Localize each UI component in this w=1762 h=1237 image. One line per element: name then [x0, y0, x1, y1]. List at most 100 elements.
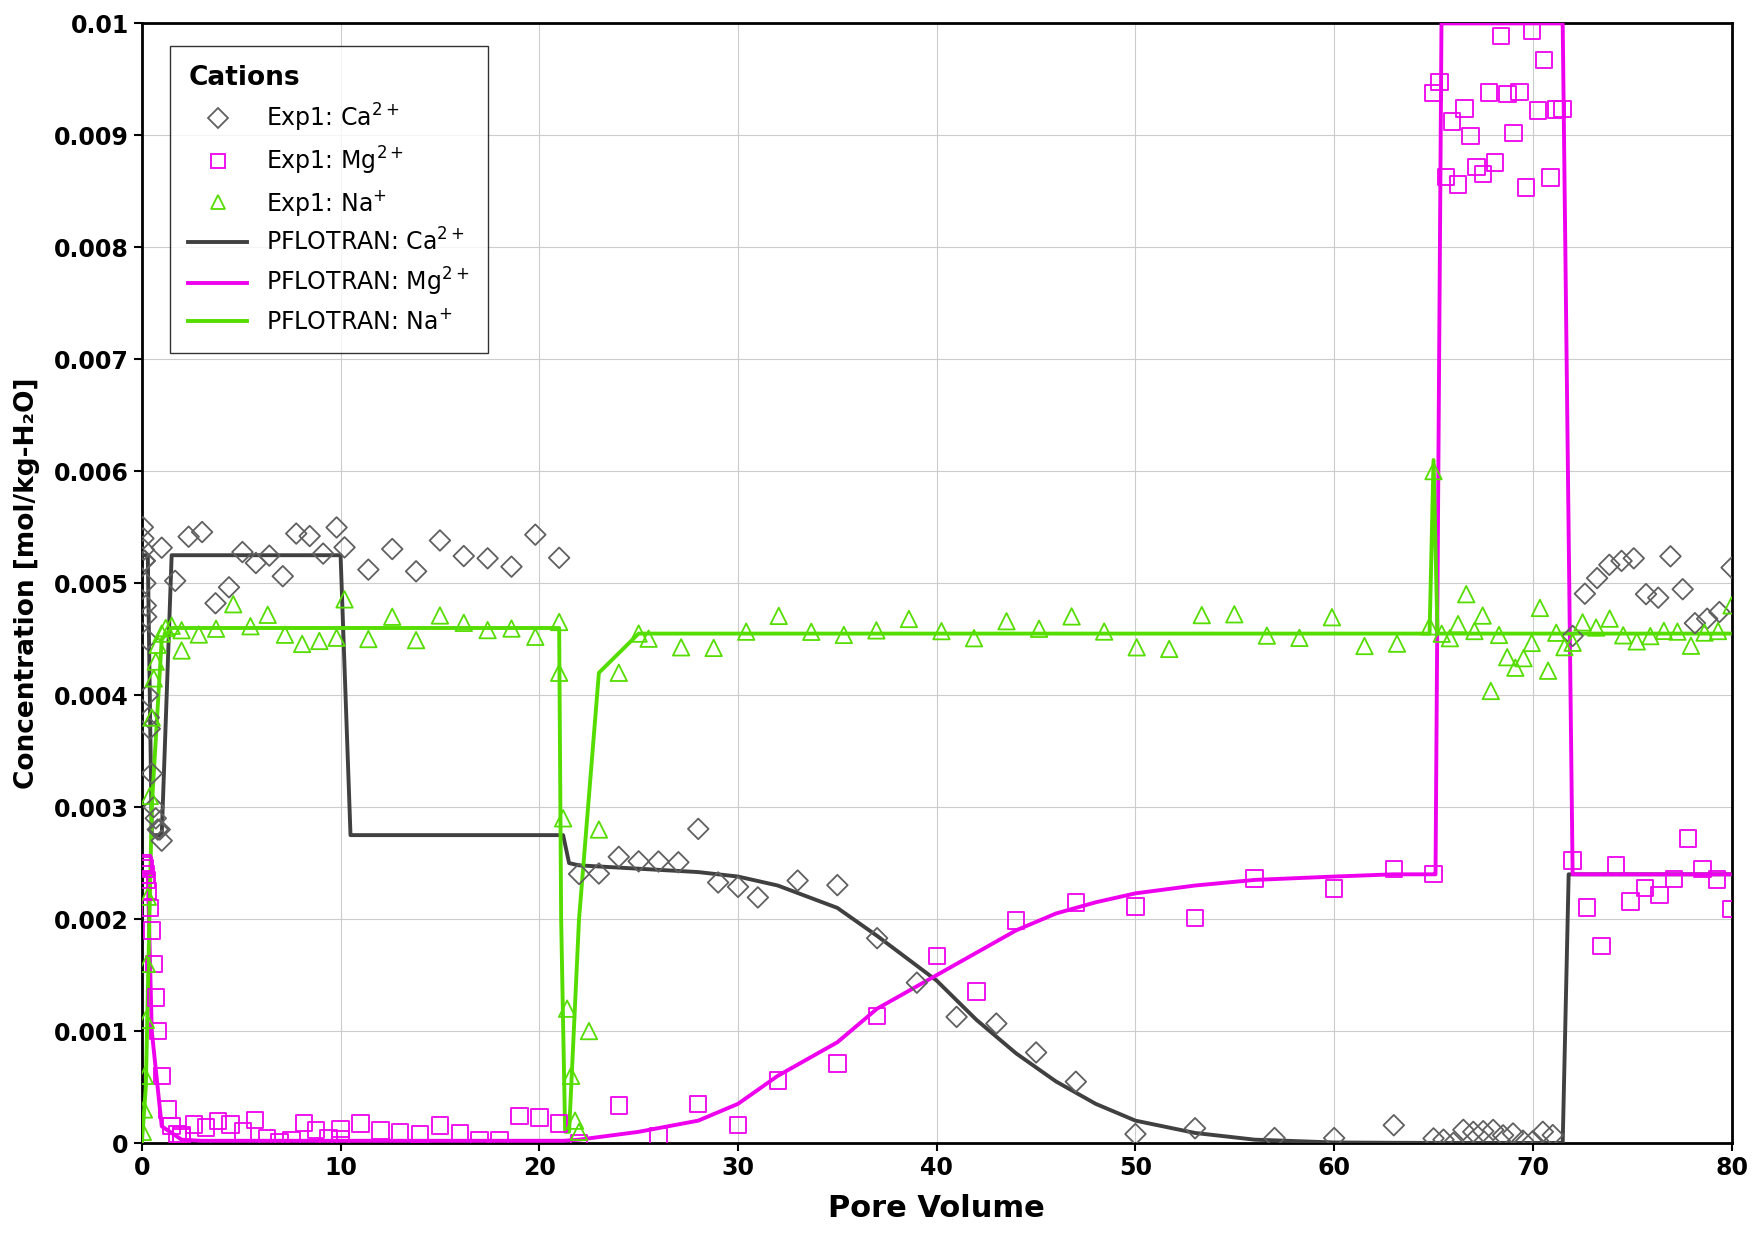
- Point: [1240, 868, 1269, 888]
- Point: [585, 820, 613, 840]
- Point: [136, 785, 164, 805]
- Point: [1559, 851, 1588, 871]
- Point: [1427, 623, 1455, 643]
- Point: [1669, 579, 1697, 599]
- Point: [1320, 878, 1348, 898]
- Point: [1588, 936, 1616, 956]
- Point: [136, 898, 164, 918]
- Point: [522, 524, 550, 544]
- Point: [1508, 1131, 1536, 1150]
- Point: [326, 1129, 354, 1149]
- Point: [830, 625, 858, 644]
- Point: [139, 668, 167, 688]
- Point: [1688, 860, 1716, 880]
- Point: [132, 1009, 160, 1029]
- Point: [550, 809, 578, 829]
- Point: [405, 1124, 433, 1144]
- Point: [217, 1115, 245, 1134]
- Point: [1380, 1116, 1408, 1136]
- Point: [1121, 1124, 1149, 1144]
- Point: [1644, 588, 1672, 607]
- Point: [132, 865, 160, 884]
- Point: [1450, 99, 1478, 119]
- Point: [943, 1007, 971, 1027]
- Point: [174, 527, 203, 547]
- Point: [1156, 640, 1184, 659]
- Point: [553, 998, 581, 1018]
- Point: [241, 553, 270, 573]
- Point: [1535, 661, 1563, 680]
- Point: [134, 708, 162, 727]
- Point: [1181, 908, 1209, 928]
- Point: [1512, 178, 1540, 198]
- Point: [1440, 1133, 1468, 1153]
- Point: [1188, 605, 1216, 625]
- Point: [164, 1124, 192, 1144]
- Point: [296, 526, 324, 546]
- Point: [229, 1122, 257, 1142]
- Point: [724, 877, 752, 897]
- Point: [137, 920, 166, 940]
- Point: [1501, 658, 1529, 678]
- Point: [624, 623, 652, 643]
- Point: [862, 621, 890, 641]
- Point: [1559, 633, 1588, 653]
- Point: [1596, 609, 1625, 628]
- Point: [1551, 637, 1579, 657]
- Point: [1445, 174, 1473, 194]
- Point: [139, 954, 167, 974]
- Point: [585, 863, 613, 883]
- Point: [522, 627, 550, 647]
- Point: [148, 1066, 176, 1086]
- Point: [386, 1122, 414, 1142]
- Point: [1499, 1123, 1528, 1143]
- Point: [604, 847, 633, 867]
- Point: [1637, 626, 1665, 646]
- Point: [446, 1123, 474, 1143]
- Point: [1475, 83, 1503, 103]
- Point: [354, 560, 382, 580]
- Point: [137, 708, 166, 727]
- Point: [132, 607, 160, 627]
- Point: [604, 663, 633, 683]
- Point: [700, 638, 728, 658]
- Point: [148, 538, 176, 558]
- Point: [544, 1113, 573, 1133]
- Point: [1320, 1128, 1348, 1148]
- Point: [784, 871, 812, 891]
- Point: [1253, 626, 1281, 646]
- Point: [322, 517, 351, 537]
- Point: [634, 628, 663, 648]
- Point: [130, 856, 159, 876]
- Point: [566, 1122, 594, 1142]
- Point: [902, 972, 930, 992]
- Point: [282, 523, 310, 543]
- Point: [1420, 83, 1448, 103]
- Point: [148, 831, 176, 851]
- Point: [1003, 910, 1031, 930]
- Point: [254, 605, 282, 625]
- Point: [1477, 682, 1505, 701]
- Point: [1693, 609, 1721, 628]
- Point: [1462, 157, 1491, 177]
- Point: [1674, 829, 1702, 849]
- Point: [796, 622, 825, 642]
- Point: [992, 611, 1020, 631]
- Point: [129, 517, 157, 537]
- Point: [326, 1119, 354, 1139]
- Point: [129, 1122, 157, 1142]
- Point: [1595, 555, 1623, 575]
- Point: [724, 1115, 752, 1134]
- Point: [308, 544, 337, 564]
- Point: [1602, 856, 1630, 876]
- Point: [148, 623, 176, 643]
- Point: [347, 1113, 375, 1133]
- Point: [1025, 618, 1054, 638]
- Point: [1452, 584, 1480, 604]
- Point: [1542, 623, 1570, 643]
- Point: [1632, 584, 1660, 604]
- Point: [1677, 636, 1706, 656]
- Point: [962, 981, 990, 1001]
- Point: [1718, 558, 1746, 578]
- Point: [1181, 1118, 1209, 1138]
